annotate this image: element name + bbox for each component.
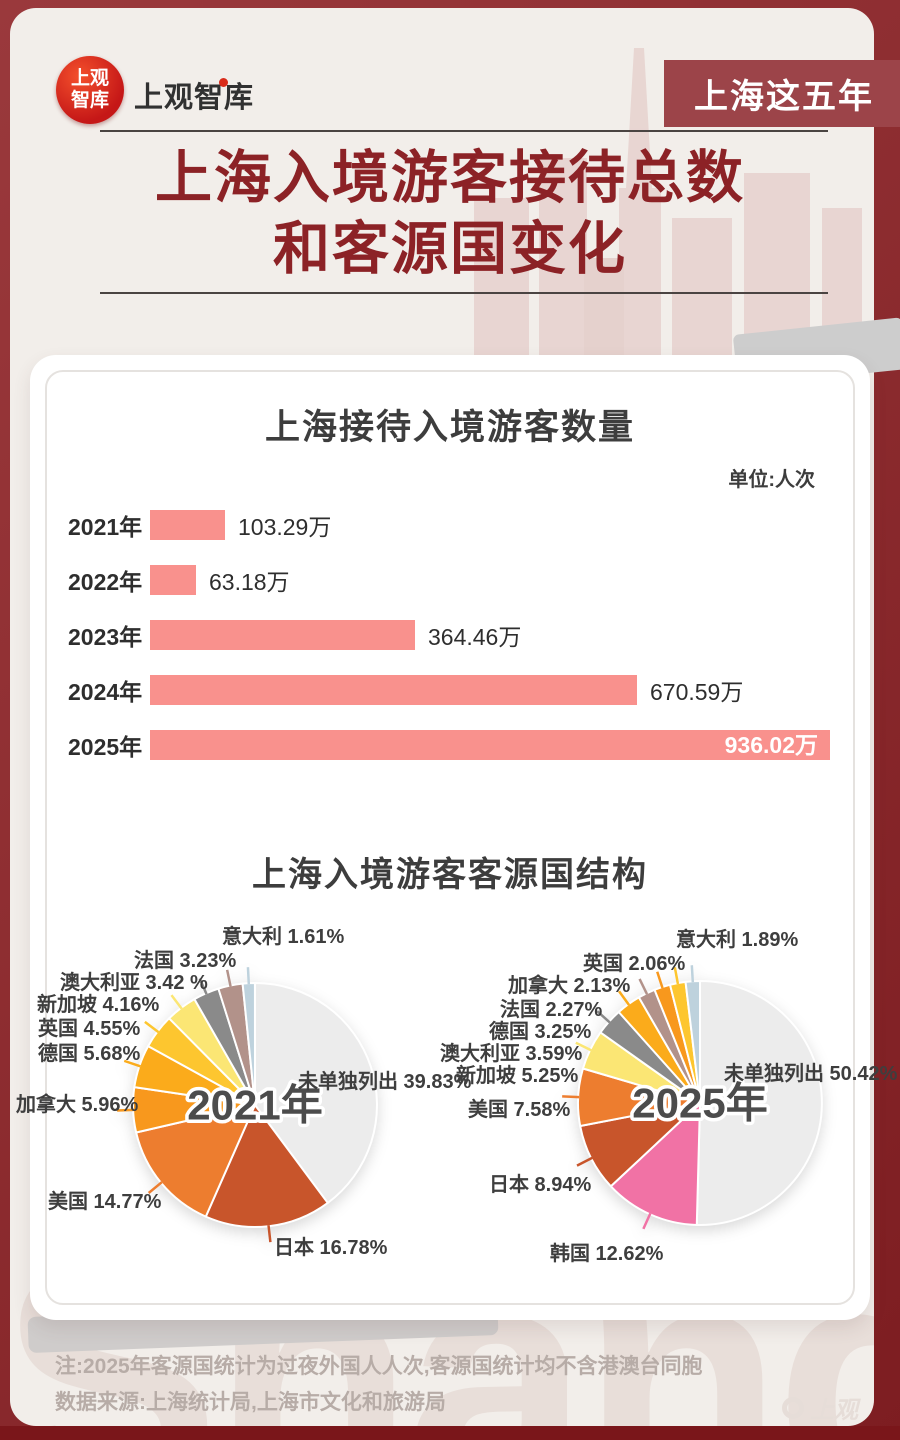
pie-center-label-2025: 2025年	[632, 1080, 767, 1127]
bar-2024	[150, 675, 637, 705]
pie2025-label-australia: 澳大利亚 3.59%	[440, 1043, 583, 1065]
pie2025-label-uk: 英国 2.06%	[583, 953, 686, 975]
pie2025-label-other: 未单独列出 50.42%	[724, 1063, 898, 1085]
bar-2025: 936.02万	[150, 730, 830, 760]
pie2025-label-singapore: 新加坡 5.25%	[456, 1065, 579, 1087]
bar-row-2023: 2023年 364.46万	[68, 620, 840, 650]
charts-card: 上海接待入境游客数量 单位:人次 2021年 103.29万 2022年 63.…	[16, 355, 897, 1320]
page-title-line1: 上海入境游客接待总数	[155, 146, 745, 210]
ring-icon	[782, 1396, 804, 1419]
bar-year-label: 2025年	[68, 734, 143, 760]
pie2021-label-canada: 加拿大 5.96%	[16, 1094, 139, 1116]
bar-row-2021: 2021年 103.29万	[68, 510, 840, 540]
bar-row-2025: 2025年 936.02万	[68, 730, 840, 760]
pie2025-label-japan: 日本 8.94%	[489, 1174, 592, 1196]
pie2025-label-canada: 加拿大 2.13%	[508, 975, 631, 997]
series-badge: 上海这五年	[664, 60, 900, 127]
bar-chart-unit-label: 单位:人次	[728, 469, 815, 491]
pie2021-label-japan: 日本 16.78%	[274, 1237, 388, 1259]
bar-value-label: 670.59万	[650, 679, 744, 705]
pie2025-label-usa: 美国 7.58%	[468, 1099, 571, 1121]
divider-bottom	[100, 292, 828, 294]
bar-year-label: 2023年	[68, 624, 143, 650]
bar-year-label: 2024年	[68, 679, 143, 705]
pie2021-label-australia: 澳大利亚 3.42 %	[60, 972, 208, 994]
bar-2022	[150, 565, 196, 595]
page-title: 上海入境游客接待总数 和客源国变化	[0, 143, 900, 285]
bar-row-2022: 2022年 63.18万	[68, 565, 840, 595]
pie2025-label-germany: 德国 3.25%	[489, 1021, 592, 1043]
bar-2023	[150, 620, 415, 650]
bar-value-label: 364.46万	[428, 624, 522, 650]
pie2025-label-korea: 韩国 12.62%	[550, 1243, 664, 1265]
pie-chart-2021: 2021年	[117, 967, 378, 1243]
pie2021-label-italy: 意大利 1.61%	[222, 926, 345, 948]
pie2021-label-france: 法国 3.23%	[134, 950, 237, 972]
pie-chart-2025: 2025年	[562, 965, 823, 1230]
bar-year-label: 2022年	[68, 569, 143, 595]
pie-center-label-2021: 2021年	[187, 1082, 322, 1129]
logo-wordmark: 上观智库	[134, 82, 255, 114]
divider-top	[100, 130, 828, 132]
page-title-line2: 和客源国变化	[273, 217, 627, 281]
bar-row-2024: 2024年 670.59万	[68, 675, 840, 705]
bar-chart: 2021年 103.29万 2022年 63.18万 2023年 364.46万…	[68, 510, 840, 785]
pie2025-label-france: 法国 2.27%	[500, 999, 603, 1021]
bottom-red-bar	[0, 1426, 900, 1440]
bar-chart-title: 上海接待入境游客数量	[264, 408, 635, 447]
pie2021-label-usa: 美国 14.77%	[48, 1191, 162, 1213]
logo-red-dot-icon	[219, 78, 228, 87]
logo-text-line1: 上观	[70, 68, 109, 90]
bar-2021	[150, 510, 225, 540]
pie-section-title: 上海入境游客客源国结构	[252, 856, 648, 894]
footer-source: 数据来源:上海统计局,上海市文化和旅游局	[55, 1391, 446, 1414]
pie2021-label-singapore: 新加坡 4.16%	[37, 994, 160, 1016]
pie2021-label-uk: 英国 4.55%	[38, 1018, 141, 1040]
pie2021-label-germany: 德国 5.68%	[38, 1043, 141, 1065]
bar-value-label: 103.29万	[238, 514, 332, 540]
logo-text-line2: 智库	[70, 90, 109, 111]
bar-year-label: 2021年	[68, 514, 143, 540]
shangguan-watermark-logo: 上观	[782, 1390, 858, 1425]
shangguan-zhiku-logo-icon: 上观 智库	[56, 56, 124, 124]
bar-value-label-inside: 936.02万	[724, 732, 818, 758]
pie2025-label-italy: 意大利 1.89%	[676, 929, 799, 951]
bar-value-label: 63.18万	[209, 569, 290, 595]
footer-note: 注:2025年客源国统计为过夜外国人人次,客源国统计均不含港澳台同胞	[55, 1355, 703, 1378]
pie2021-label-other: 未单独列出 39.83%	[298, 1071, 472, 1093]
